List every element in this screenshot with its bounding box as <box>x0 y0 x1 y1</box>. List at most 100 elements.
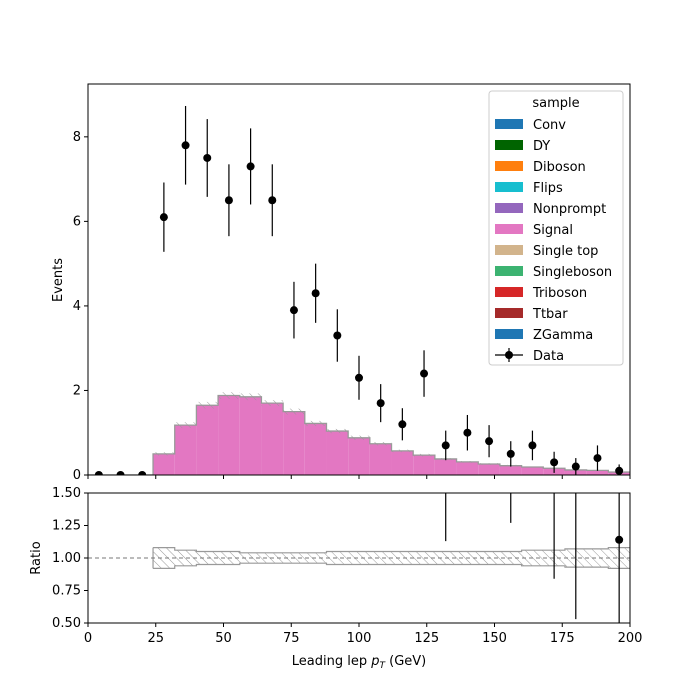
mc-bar-signal <box>218 395 240 475</box>
ratio-y-ticks: 0.50 0.75 1.00 1.25 1.50 <box>52 486 88 631</box>
mc-bar-signal <box>196 405 219 475</box>
data-point <box>333 331 342 340</box>
main-y-axis-label: Events <box>51 258 66 302</box>
legend-label: Conv <box>533 118 566 133</box>
ratio-y-tick-label: 0.75 <box>52 584 81 599</box>
ratio-band-lower-edge <box>153 562 630 569</box>
data-point <box>181 141 190 150</box>
data-point <box>398 420 407 429</box>
mc-bar-signal <box>391 450 414 475</box>
legend-label: Nonprompt <box>533 202 606 217</box>
legend-swatch <box>495 308 523 318</box>
ratio-panel: 0.50 0.75 1.00 1.25 1.50 0 25 50 75 100 125 150 175… <box>29 385 643 671</box>
ratio-uncertainty-band <box>153 547 175 569</box>
ratio-x-ticks: 0 25 50 75 100 125 150 175 200 <box>84 623 643 646</box>
data-point <box>203 153 212 162</box>
mc-bar-signal <box>499 465 522 475</box>
x-tick-label: 25 <box>147 631 164 646</box>
ratio-uncertainty-band <box>174 550 197 566</box>
x-tick-label: 150 <box>482 631 507 646</box>
mc-bar-signal <box>174 425 197 475</box>
legend-swatch <box>495 266 523 276</box>
mc-bar-signal <box>413 455 435 475</box>
legend-label: Data <box>533 349 564 364</box>
data-point <box>268 196 277 205</box>
ratio-uncertainty-band <box>348 551 370 565</box>
y-tick-label: 8 <box>73 130 81 145</box>
ratio-uncertainty-band <box>369 551 392 565</box>
y-tick-label: 4 <box>73 299 81 314</box>
legend-label: Diboson <box>533 160 586 175</box>
x-tick-label: 125 <box>414 631 439 646</box>
ratio-uncertainty-band <box>391 551 414 565</box>
ratio-point <box>572 476 580 484</box>
data-point <box>420 369 429 378</box>
ratio-y-tick-label: 1.00 <box>52 551 81 566</box>
ratio-uncertainty-band <box>586 548 609 568</box>
data-point <box>615 466 624 475</box>
data-point <box>593 454 602 463</box>
main-panel: 0 2 4 6 8 Events sample Conv DY Diboson Flips Non… <box>51 83 631 483</box>
x-tick-label: 0 <box>84 631 92 646</box>
x-tick-label: 100 <box>347 631 372 646</box>
x-tick-label: 200 <box>618 631 643 646</box>
mc-bar-signal <box>153 453 175 475</box>
legend-swatch <box>495 329 523 339</box>
legend-label: ZGamma <box>533 328 593 343</box>
y-tick-label: 2 <box>73 383 81 398</box>
ratio-band-upper-edge <box>153 547 630 554</box>
data-point <box>355 373 363 382</box>
ratio-y-tick-label: 1.25 <box>52 519 81 534</box>
mc-bar-signal <box>326 431 349 475</box>
legend-label: Single top <box>533 244 598 259</box>
x-tick-label: 50 <box>215 631 232 646</box>
x-tick-label: 75 <box>283 631 300 646</box>
ratio-uncertainty-band <box>326 551 349 565</box>
legend-title: sample <box>532 96 579 111</box>
data-point <box>116 471 125 475</box>
data-point <box>441 441 450 450</box>
data-point <box>463 428 472 437</box>
data-point <box>289 306 298 315</box>
x-axis-label: Leading lep pT (GeV) <box>292 654 426 671</box>
legend-label: Ttbar <box>532 307 568 322</box>
legend-swatch <box>495 182 523 192</box>
data-point <box>94 471 103 475</box>
y-tick-label: 0 <box>73 468 81 483</box>
legend-swatch <box>495 203 523 213</box>
legend: sample Conv DY Diboson Flips Nonprompt Signal S… <box>488 90 624 366</box>
ratio-plot-area <box>88 385 630 623</box>
ratio-y-axis-label: Ratio <box>29 541 44 574</box>
mc-bar-signal <box>283 411 305 475</box>
data-point <box>550 458 559 467</box>
legend-label: Triboson <box>532 286 587 301</box>
mc-bar-signal <box>348 437 370 475</box>
data-point <box>376 399 385 408</box>
data-point <box>311 289 320 298</box>
y-tick-label: 6 <box>73 214 81 229</box>
main-x-ticks <box>87 475 631 479</box>
legend-label: Flips <box>533 181 563 196</box>
data-point <box>159 213 168 222</box>
legend-swatch <box>495 245 523 255</box>
data-point <box>506 449 515 458</box>
legend-swatch <box>495 140 523 150</box>
main-plot-area <box>88 105 630 475</box>
mc-bar-signal <box>304 423 327 475</box>
legend-label: Singleboson <box>533 265 612 280</box>
x-tick-label: 175 <box>550 631 575 646</box>
ratio-y-tick-label: 0.50 <box>52 616 81 631</box>
mc-bar-signal <box>239 396 262 475</box>
data-point <box>246 162 255 171</box>
mc-bar-signal <box>586 470 609 475</box>
legend-swatch <box>495 224 523 234</box>
ratio-point <box>507 385 515 393</box>
mc-bar-signal <box>369 443 392 475</box>
mc-bar-signal <box>456 461 479 475</box>
data-point <box>528 441 537 450</box>
legend-label: Signal <box>533 223 573 238</box>
legend-label: DY <box>533 139 550 154</box>
legend-swatch <box>495 161 523 171</box>
mc-total-outline <box>88 394 630 475</box>
